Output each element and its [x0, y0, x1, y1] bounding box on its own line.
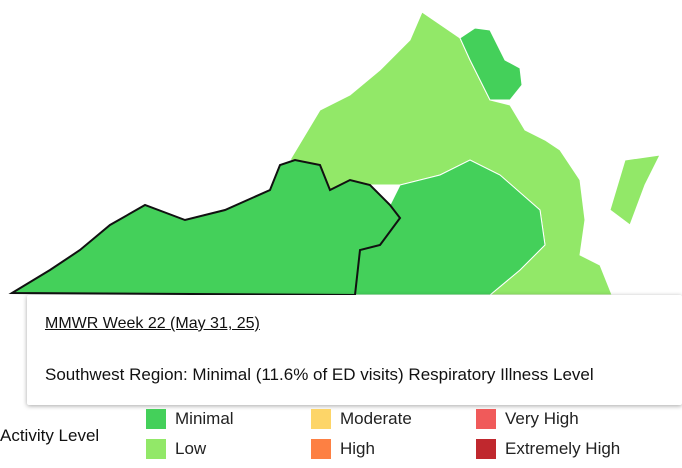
eastern-shore[interactable] [609, 154, 661, 226]
map [8, 11, 661, 297]
legend-swatch [476, 439, 496, 459]
legend-item: Minimal [146, 409, 234, 429]
legend-item: Low [146, 439, 206, 459]
legend-swatch [311, 409, 331, 429]
legend-label: Extremely High [505, 439, 621, 458]
legend-item: Moderate [311, 409, 412, 429]
legend-swatch [311, 439, 331, 459]
legend-label: Moderate [340, 409, 412, 428]
legend-label: Low [175, 439, 207, 458]
legend-title: Activity Level [0, 426, 100, 445]
legend-label: Minimal [175, 409, 234, 428]
region-northern[interactable] [459, 27, 523, 101]
legend-swatch [146, 439, 166, 459]
tooltip-body: Southwest Region: Minimal (11.6% of ED v… [45, 365, 594, 384]
legend-label: High [340, 439, 375, 458]
tooltip-title: MMWR Week 22 (May 31, 25) [45, 315, 260, 332]
legend-label: Very High [505, 409, 579, 428]
legend-swatch [146, 409, 166, 429]
legend-item: Extremely High [476, 439, 620, 459]
legend-item: High [311, 439, 375, 459]
legend-swatch [476, 409, 496, 429]
region-southwest[interactable] [8, 158, 402, 297]
tooltip: MMWR Week 22 (May 31, 25) Southwest Regi… [27, 295, 682, 405]
legend-item: Very High [476, 409, 579, 429]
